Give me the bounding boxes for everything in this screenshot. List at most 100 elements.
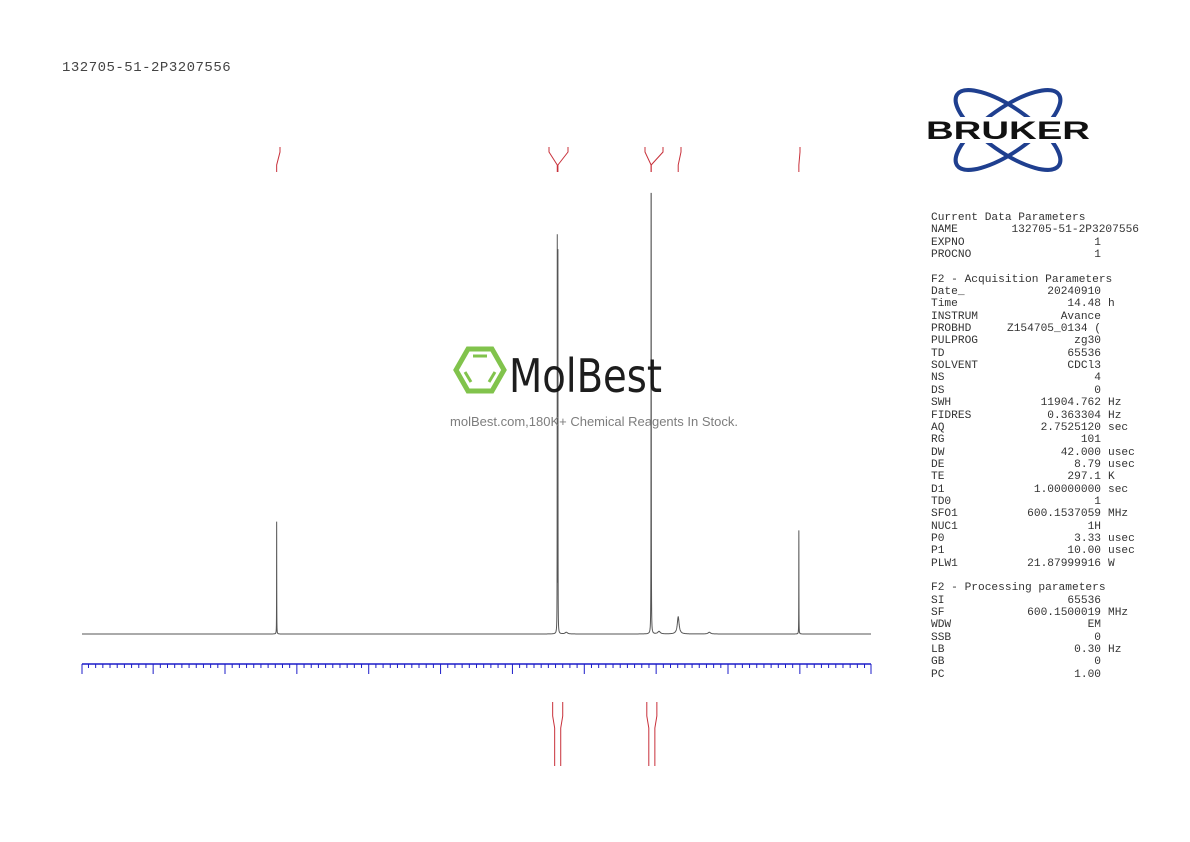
parameter-row: SOLVENT CDCl3 — [931, 360, 1146, 372]
parameter-unit: Hz — [1108, 397, 1122, 410]
parameter-row: RG 101 — [931, 434, 1146, 446]
parameter-key: PROCNO — [931, 249, 972, 262]
parameter-value: 14.48 — [1067, 298, 1101, 311]
parameter-key: SOLVENT — [931, 360, 978, 373]
parameter-unit: usec — [1108, 545, 1135, 558]
parameter-key: DW — [931, 446, 945, 459]
parameter-row: TD 65536 — [931, 348, 1146, 360]
parameter-value: 1H — [1087, 520, 1101, 533]
bruker-logo: BRUKER — [924, 88, 1092, 172]
parameter-value: 1 — [1094, 236, 1101, 249]
parameter-value: 1 — [1094, 249, 1101, 262]
parameter-unit — [1101, 434, 1108, 446]
parameter-unit: h — [1108, 298, 1115, 311]
parameter-key: FIDRES — [931, 409, 972, 422]
parameter-unit: W — [1108, 557, 1115, 570]
parameter-value: EM — [1087, 619, 1101, 632]
spectrum-line — [82, 192, 871, 635]
parameter-key: INSTRUM — [931, 310, 978, 323]
parameter-unit — [1101, 360, 1108, 372]
parameter-unit — [1101, 249, 1108, 261]
parameter-section-header: Current Data Parameters — [931, 212, 1086, 224]
parameter-value: 600.1500019 — [1027, 607, 1101, 619]
parameter-row: LB 0.30 Hz — [931, 644, 1146, 656]
peak-label-group — [557, 147, 569, 172]
parameter-key: PC — [931, 668, 945, 681]
parameter-row: SFO1 600.1537059 MHz — [931, 508, 1146, 520]
peak-leader-line — [677, 147, 682, 172]
parameter-value: 0 — [1094, 656, 1101, 669]
parameter-value: 1 — [1094, 495, 1101, 508]
parameter-unit: usec — [1108, 532, 1135, 545]
parameter-unit: MHz — [1108, 607, 1129, 619]
parameter-value: 600.1537059 — [1027, 508, 1101, 521]
parameter-value: 3.33 — [1074, 532, 1101, 545]
parameter-key: TE — [931, 471, 945, 484]
parameter-key: EXPNO — [931, 236, 965, 249]
parameter-key: P0 — [931, 532, 945, 545]
parameter-key: Time — [931, 298, 958, 311]
parameter-unit: Hz — [1108, 409, 1122, 422]
parameter-row: SF 600.1500019 MHz — [931, 607, 1146, 619]
parameter-row: WDW EM — [931, 619, 1146, 631]
parameter-value: 65536 — [1067, 594, 1101, 607]
parameter-row: PROCNO 1 — [931, 249, 1146, 261]
parameter-value: zg30 — [1074, 335, 1101, 348]
parameter-unit: sec — [1108, 421, 1129, 434]
integral-bracket — [654, 702, 658, 766]
peak-leader-line — [650, 147, 664, 172]
parameter-unit — [1101, 496, 1108, 508]
peak-leader-line — [644, 147, 652, 172]
parameter-unit — [1101, 385, 1108, 397]
parameter-key: NAME — [931, 224, 958, 237]
integral-bracket — [552, 702, 556, 766]
peak-label-group — [677, 147, 682, 172]
parameter-value: Z154705_0134 ( — [1007, 323, 1101, 336]
parameter-row: Date_ 20240910 — [931, 286, 1146, 298]
parameter-row: SWH 11904.762 Hz — [931, 397, 1146, 409]
parameter-key: PLW1 — [931, 557, 958, 570]
parameter-row: FIDRES 0.363304 Hz — [931, 410, 1146, 422]
parameter-row: INSTRUM Avance — [931, 311, 1146, 323]
bruker-logo-text: BRUKER — [926, 117, 1090, 145]
parameter-value: 1.00000000 — [1033, 483, 1101, 496]
parameter-unit — [1101, 656, 1108, 668]
parameter-key: RG — [931, 434, 945, 447]
parameter-unit: Hz — [1108, 644, 1122, 657]
parameter-row: DW 42.000 usec — [931, 447, 1146, 459]
parameter-key: AQ — [931, 421, 945, 434]
parameter-row: EXPNO 1 — [931, 237, 1146, 249]
molbest-hexagon-icon — [453, 346, 507, 394]
parameter-value: 297.1 — [1067, 471, 1101, 484]
parameter-unit — [1101, 632, 1108, 644]
peak-label-group — [276, 147, 281, 172]
parameter-unit — [1101, 323, 1108, 335]
parameter-key: PROBHD — [931, 323, 972, 336]
parameter-row: DE 8.79 usec — [931, 459, 1146, 471]
parameter-row: PC 1.00 — [931, 669, 1146, 681]
integrals — [552, 702, 658, 766]
molbest-brand: MolBest — [509, 349, 662, 403]
parameter-value: 42.000 — [1060, 446, 1101, 459]
parameter-unit — [1101, 348, 1108, 360]
parameter-row: D1 1.00000000 sec — [931, 484, 1146, 496]
parameter-unit: MHz — [1108, 508, 1129, 521]
integral-bracket — [646, 702, 650, 766]
parameter-key: WDW — [931, 619, 952, 632]
parameter-value: 132705-51-2P3207556 — [1011, 224, 1139, 237]
parameter-row: P1 10.00 usec — [931, 545, 1146, 557]
parameter-row: TD0 1 — [931, 496, 1146, 508]
parameter-key: NUC1 — [931, 520, 958, 533]
parameter-value: 11904.762 — [1040, 397, 1101, 410]
parameter-value: 0 — [1094, 631, 1101, 644]
parameter-unit — [1101, 311, 1108, 323]
parameter-row: SSB 0 — [931, 632, 1146, 644]
parameter-unit — [1101, 372, 1108, 384]
parameter-row: SI 65536 — [931, 595, 1146, 607]
parameter-unit: usec — [1108, 458, 1135, 471]
parameter-key: SWH — [931, 397, 952, 410]
parameter-key: LB — [931, 644, 945, 657]
parameter-row: TE 297.1 K — [931, 471, 1146, 483]
parameter-row: NS 4 — [931, 372, 1146, 384]
